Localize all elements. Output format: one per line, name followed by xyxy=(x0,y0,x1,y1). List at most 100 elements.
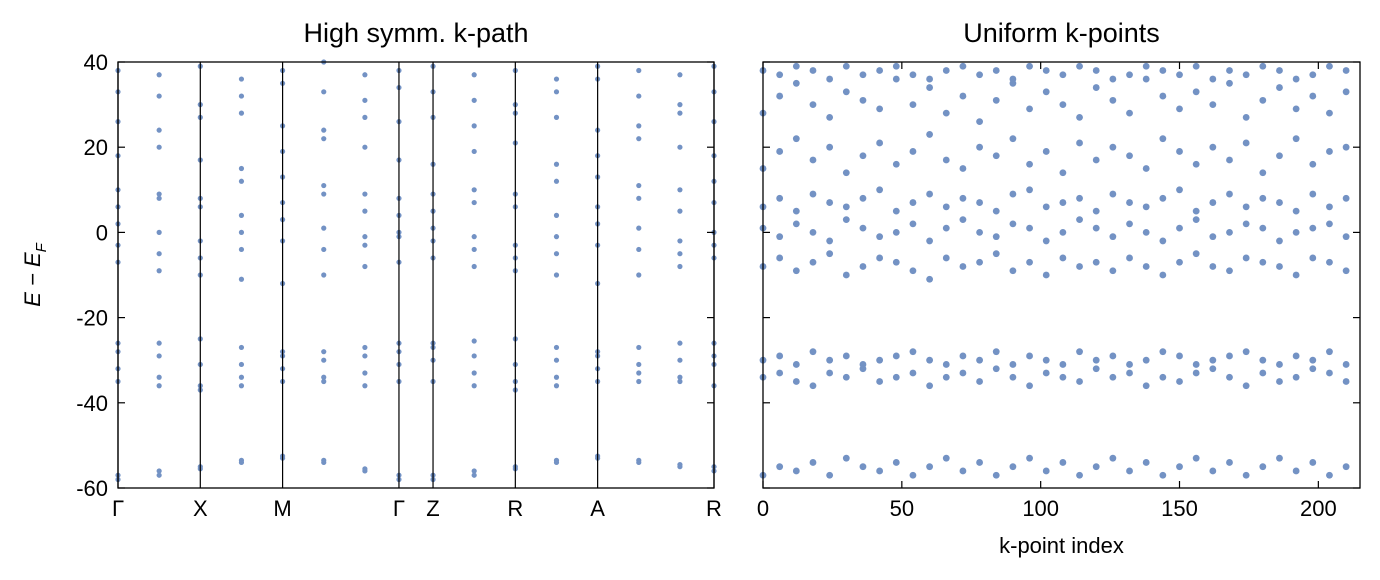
point xyxy=(156,383,162,389)
point xyxy=(1109,96,1117,104)
point xyxy=(809,229,817,236)
point xyxy=(909,199,917,206)
point xyxy=(1059,169,1067,177)
point xyxy=(842,373,850,381)
x-tick-label: M xyxy=(273,496,291,521)
point xyxy=(892,258,900,266)
point xyxy=(1092,156,1100,164)
point xyxy=(1126,220,1133,228)
point xyxy=(1292,135,1300,143)
point xyxy=(959,194,967,202)
point xyxy=(1026,352,1033,360)
point xyxy=(156,268,162,274)
point xyxy=(992,365,1000,373)
point xyxy=(1009,463,1017,471)
point xyxy=(1059,373,1067,381)
point xyxy=(926,131,934,138)
chart-title: Uniform k-points xyxy=(963,18,1160,48)
point xyxy=(1142,203,1150,211)
y-tick-label: -40 xyxy=(76,391,108,416)
point xyxy=(1326,203,1333,211)
point xyxy=(677,238,683,244)
point xyxy=(842,88,850,96)
point xyxy=(1142,165,1150,172)
point xyxy=(1226,67,1233,74)
point xyxy=(471,263,477,270)
point xyxy=(636,93,642,99)
point xyxy=(1259,62,1267,70)
point xyxy=(1159,471,1167,479)
point xyxy=(1009,220,1017,228)
point xyxy=(809,258,817,266)
y-axis-label-main: E − E xyxy=(20,252,45,307)
point xyxy=(156,144,162,150)
point xyxy=(553,344,560,351)
point xyxy=(926,275,934,283)
point xyxy=(1226,267,1233,275)
point xyxy=(1242,71,1250,79)
point xyxy=(876,378,884,385)
point xyxy=(553,251,560,257)
point xyxy=(553,272,560,278)
point xyxy=(156,229,162,235)
y-tick-label: 0 xyxy=(96,220,108,245)
point xyxy=(926,84,934,91)
point xyxy=(1009,373,1017,381)
point xyxy=(1259,356,1267,364)
point xyxy=(677,374,683,380)
point xyxy=(321,225,327,231)
point xyxy=(238,212,245,218)
point xyxy=(1026,160,1033,168)
point xyxy=(1309,365,1317,373)
y-tick-label: 20 xyxy=(84,135,108,160)
point xyxy=(677,340,683,346)
point xyxy=(1242,220,1250,228)
point xyxy=(1176,71,1183,79)
point xyxy=(926,237,934,245)
point xyxy=(776,148,784,155)
y-axis-label: E − EF xyxy=(20,242,50,306)
point xyxy=(1159,92,1167,100)
point xyxy=(1042,237,1050,245)
point xyxy=(1209,365,1217,373)
point xyxy=(471,338,477,344)
point xyxy=(826,250,834,258)
point xyxy=(959,467,967,475)
point xyxy=(1076,216,1083,224)
point xyxy=(1292,75,1300,83)
point xyxy=(1142,75,1150,83)
point xyxy=(1192,454,1200,462)
point xyxy=(809,101,817,108)
point xyxy=(792,79,800,87)
point xyxy=(553,357,560,363)
point xyxy=(909,369,917,377)
point xyxy=(1026,224,1033,232)
point xyxy=(1176,352,1183,360)
point xyxy=(238,459,245,466)
point xyxy=(826,356,834,364)
point xyxy=(826,75,834,83)
point xyxy=(553,178,560,184)
point xyxy=(1076,263,1083,270)
point xyxy=(1176,148,1183,155)
point xyxy=(1026,382,1033,390)
point xyxy=(321,89,327,95)
point xyxy=(471,199,477,206)
point xyxy=(1276,152,1283,160)
point xyxy=(892,459,900,466)
point xyxy=(826,143,834,151)
point xyxy=(926,75,934,83)
point xyxy=(1276,237,1283,245)
point xyxy=(156,374,162,380)
point xyxy=(677,251,683,257)
x-tick-label: Γ xyxy=(393,496,405,521)
point xyxy=(776,254,784,262)
point xyxy=(238,361,245,368)
point xyxy=(1326,148,1333,155)
point xyxy=(1176,378,1183,385)
point xyxy=(1042,67,1050,74)
point xyxy=(1059,71,1067,79)
point xyxy=(636,246,642,253)
point xyxy=(859,194,867,202)
point xyxy=(553,234,560,240)
